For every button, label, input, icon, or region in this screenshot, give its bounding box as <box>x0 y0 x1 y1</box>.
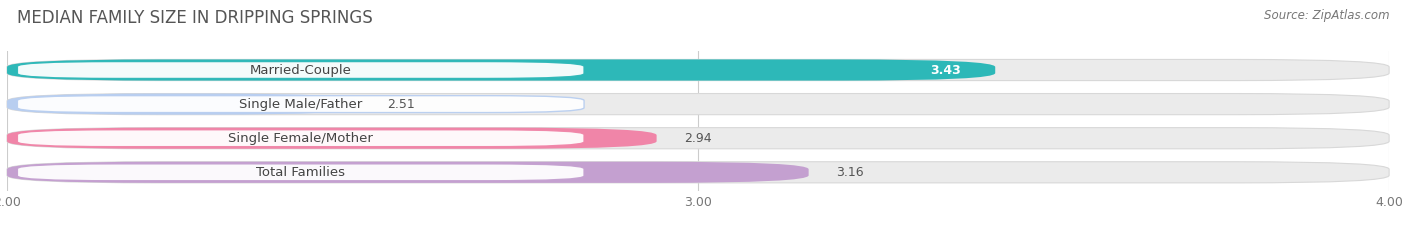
FancyBboxPatch shape <box>7 162 808 183</box>
FancyBboxPatch shape <box>7 128 1389 149</box>
Text: 2.51: 2.51 <box>387 98 415 111</box>
FancyBboxPatch shape <box>7 59 1389 81</box>
FancyBboxPatch shape <box>7 93 1389 115</box>
FancyBboxPatch shape <box>17 62 583 79</box>
FancyBboxPatch shape <box>7 128 657 149</box>
FancyBboxPatch shape <box>17 96 583 113</box>
Text: Total Families: Total Families <box>256 166 346 179</box>
FancyBboxPatch shape <box>7 162 1389 183</box>
FancyBboxPatch shape <box>17 130 583 147</box>
FancyBboxPatch shape <box>7 93 360 115</box>
Text: Single Male/Father: Single Male/Father <box>239 98 363 111</box>
Text: 3.43: 3.43 <box>929 64 960 76</box>
Text: 3.16: 3.16 <box>837 166 863 179</box>
Text: 2.94: 2.94 <box>685 132 711 145</box>
Text: Married-Couple: Married-Couple <box>250 64 352 76</box>
Text: MEDIAN FAMILY SIZE IN DRIPPING SPRINGS: MEDIAN FAMILY SIZE IN DRIPPING SPRINGS <box>17 9 373 27</box>
Text: Single Female/Mother: Single Female/Mother <box>228 132 373 145</box>
FancyBboxPatch shape <box>17 164 583 181</box>
Text: Source: ZipAtlas.com: Source: ZipAtlas.com <box>1264 9 1389 22</box>
FancyBboxPatch shape <box>7 59 995 81</box>
